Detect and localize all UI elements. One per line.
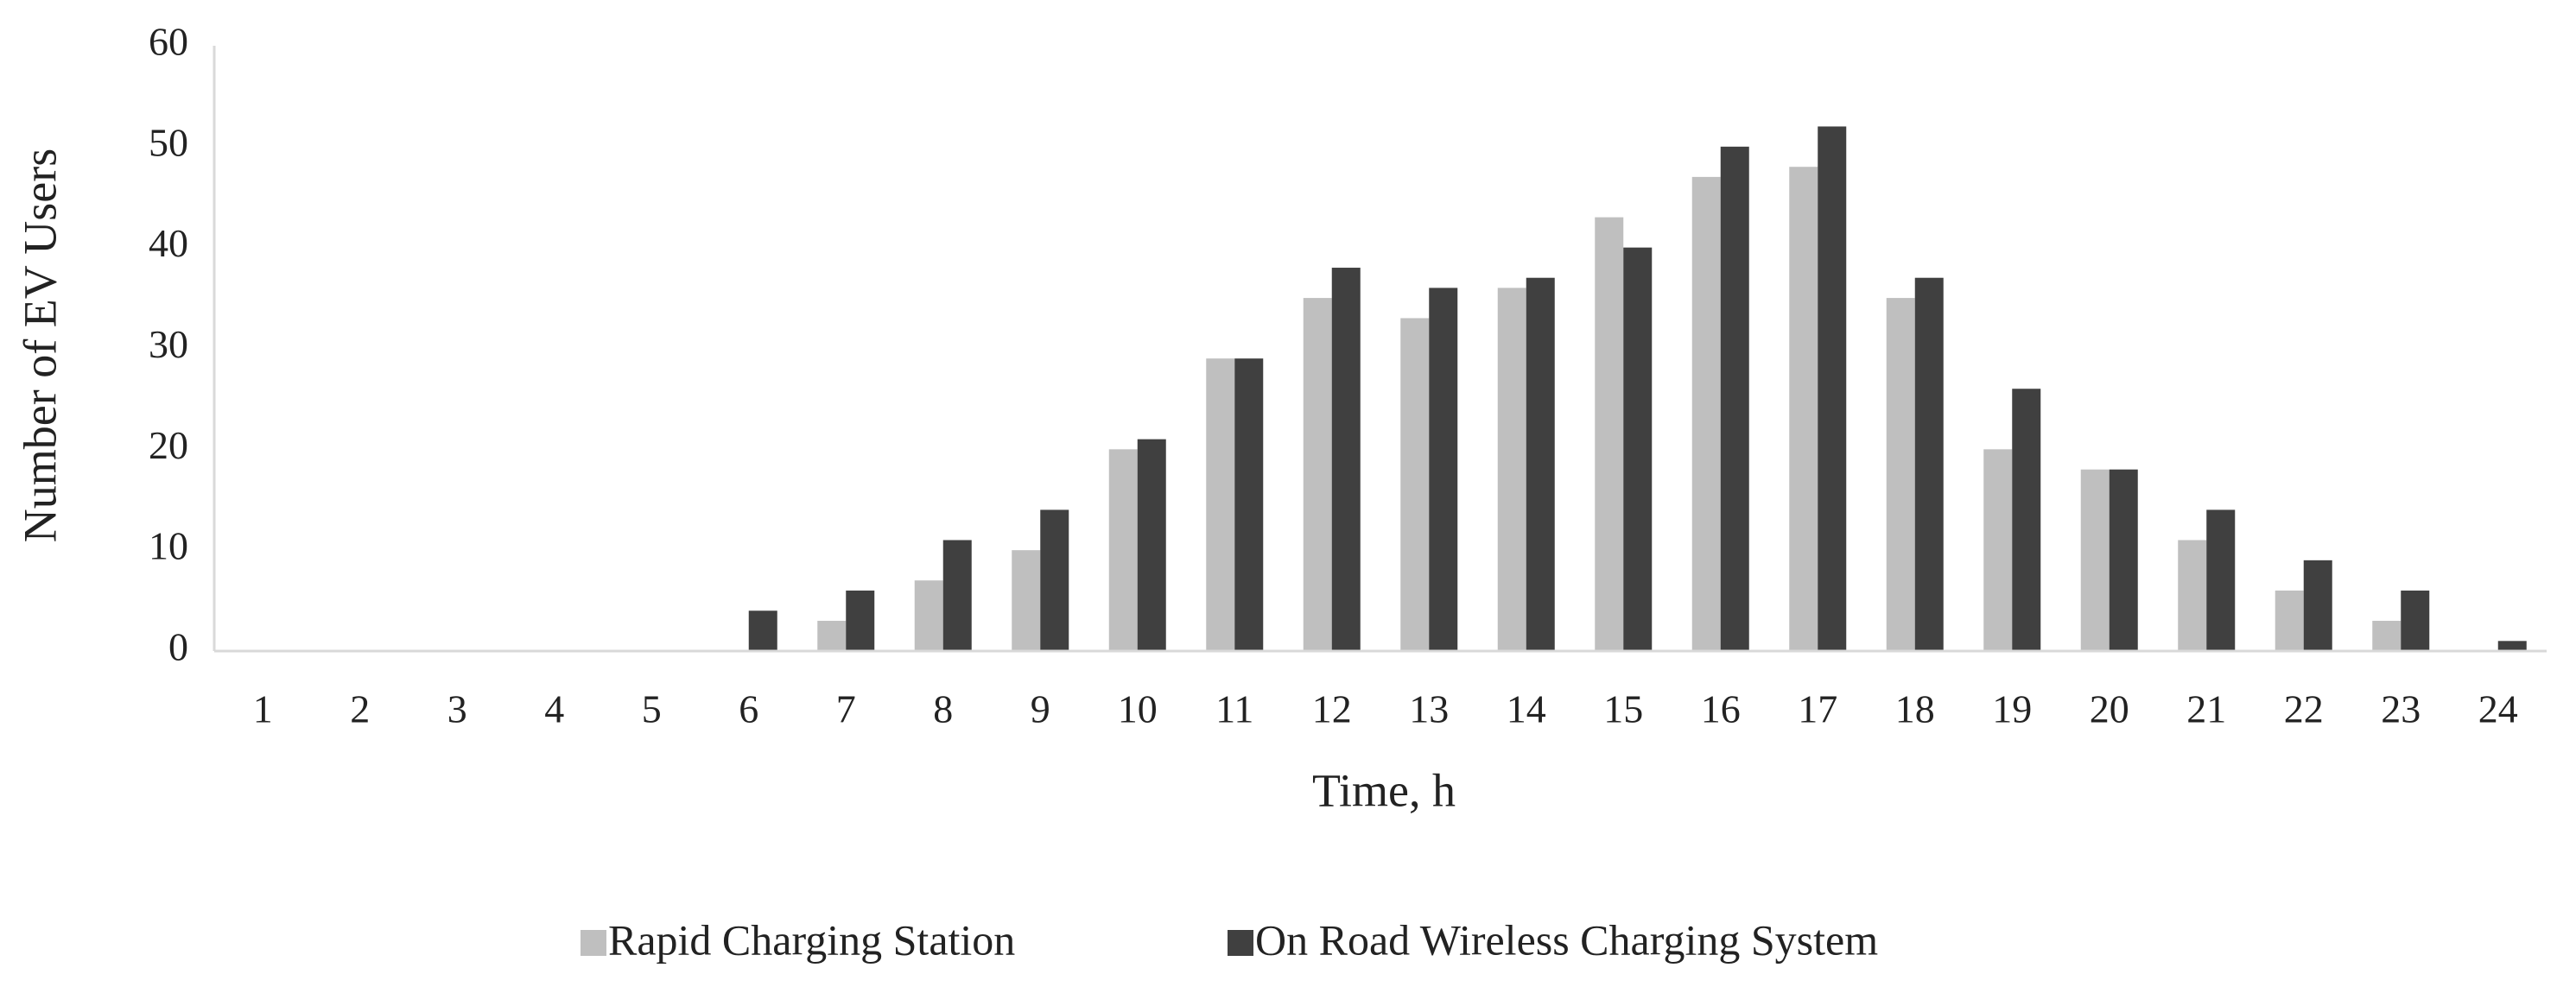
y-tick-label: 60	[149, 20, 188, 64]
x-tick-label: 6	[739, 687, 758, 731]
bar	[1040, 509, 1069, 651]
y-tick-label: 30	[149, 322, 188, 366]
x-tick-label: 21	[2186, 687, 2226, 731]
bar	[1303, 298, 1332, 651]
bar	[2401, 590, 2430, 651]
bar	[2497, 641, 2527, 651]
bar	[846, 590, 875, 651]
x-tick-label: 17	[1798, 687, 1837, 731]
x-tick-label: 2	[350, 687, 370, 731]
bar	[1400, 318, 1430, 651]
bar	[1234, 358, 1264, 651]
x-tick-label: 3	[447, 687, 467, 731]
x-tick-label: 20	[2090, 687, 2129, 731]
legend-label: Rapid Charging Station	[608, 915, 1015, 964]
legend-label: On Road Wireless Charging System	[1255, 915, 1878, 964]
bar	[1983, 449, 2013, 651]
x-tick-label: 7	[836, 687, 856, 731]
x-tick-label: 5	[642, 687, 662, 731]
x-tick-label: 16	[1701, 687, 1741, 731]
bar	[2206, 509, 2236, 651]
bar	[1137, 439, 1166, 651]
bar	[2109, 469, 2138, 651]
x-tick-label: 23	[2381, 687, 2421, 731]
bar	[914, 580, 943, 651]
bar	[1012, 550, 1041, 651]
bar	[1429, 288, 1458, 651]
x-tick-label: 1	[253, 687, 273, 731]
x-axis-label: Time, h	[1312, 764, 1456, 816]
x-tick-label: 11	[1215, 687, 1253, 731]
bar	[2012, 389, 2041, 651]
legend-swatch	[581, 930, 606, 956]
bar	[2275, 590, 2304, 651]
x-tick-label: 22	[2284, 687, 2324, 731]
x-tick-label: 19	[1992, 687, 2032, 731]
bar	[2303, 560, 2332, 651]
x-tick-label: 10	[1118, 687, 1158, 731]
x-tick-label: 8	[933, 687, 953, 731]
bar	[1914, 277, 1944, 651]
x-tick-label: 9	[1031, 687, 1050, 731]
bar	[1886, 298, 1915, 651]
bar	[2372, 620, 2402, 651]
bar	[1818, 126, 1847, 651]
y-axis-label: Number of EV Users	[14, 149, 66, 542]
y-tick-label: 50	[149, 120, 188, 164]
bar	[1789, 167, 1818, 651]
x-tick-label: 18	[1895, 687, 1935, 731]
bar	[1623, 247, 1653, 651]
x-tick-label: 15	[1603, 687, 1643, 731]
x-tick-label: 13	[1409, 687, 1449, 731]
bar	[1720, 146, 1749, 652]
bar	[748, 610, 777, 651]
y-tick-label: 20	[149, 423, 188, 467]
x-tick-label: 4	[544, 687, 564, 731]
x-tick-label: 24	[2478, 687, 2518, 731]
bar	[2080, 469, 2110, 651]
bar	[1595, 217, 1624, 651]
x-tick-label: 12	[1312, 687, 1352, 731]
bar	[1108, 449, 1138, 651]
bar	[817, 620, 847, 651]
bar	[1497, 288, 1526, 651]
bar	[2178, 540, 2207, 651]
x-tick-label: 14	[1507, 687, 1546, 731]
bar	[1691, 176, 1721, 652]
bar	[1526, 277, 1555, 651]
y-tick-label: 10	[149, 524, 188, 568]
bar	[1331, 268, 1361, 651]
y-tick-label: 40	[149, 221, 188, 265]
bar	[942, 540, 972, 651]
y-tick-label: 0	[168, 625, 188, 669]
legend-swatch	[1228, 930, 1253, 956]
bar	[1206, 358, 1235, 651]
